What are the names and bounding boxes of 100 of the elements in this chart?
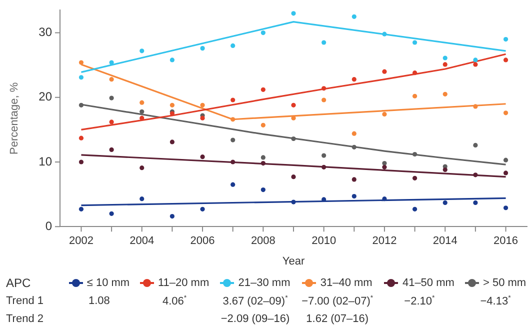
point — [109, 211, 114, 216]
text: −2.10$^{*}$ — [403, 294, 436, 310]
point — [200, 116, 205, 120]
point — [473, 104, 478, 109]
text: Trend 2 — [5, 312, 45, 327]
point — [140, 100, 144, 105]
point — [260, 30, 266, 36]
point — [260, 160, 266, 166]
point — [442, 62, 448, 67]
x-tick-label: 2006 — [190, 235, 215, 248]
point — [382, 164, 387, 170]
x-tick-label: 2014 — [432, 235, 458, 248]
point — [442, 167, 448, 172]
point — [291, 174, 296, 180]
point — [170, 214, 174, 219]
point — [503, 158, 508, 162]
point — [473, 200, 478, 205]
point — [230, 182, 236, 187]
point — [352, 144, 356, 150]
point — [109, 120, 114, 124]
point — [109, 96, 114, 100]
point — [140, 109, 144, 114]
point — [291, 200, 296, 204]
point — [109, 77, 114, 82]
point — [140, 196, 144, 202]
point — [473, 58, 478, 62]
point — [230, 160, 236, 164]
point — [200, 154, 205, 160]
text: −4.13$^{*}$ — [479, 294, 512, 310]
x-tick-label: 2016 — [494, 235, 518, 248]
point — [412, 70, 418, 76]
x-tick-label: 2010 — [312, 235, 336, 248]
point — [140, 166, 144, 170]
point — [322, 86, 326, 91]
point — [322, 153, 326, 158]
point — [473, 142, 478, 148]
point — [291, 11, 296, 16]
point — [260, 187, 266, 192]
point — [291, 102, 296, 108]
x-tick-label: 2004 — [130, 235, 154, 248]
point — [352, 194, 356, 199]
point — [473, 172, 478, 178]
text: 4.06$^{*}$ — [161, 294, 188, 310]
point — [140, 48, 144, 54]
legend-title: APC — [5, 275, 32, 292]
point — [412, 40, 418, 45]
legend-label: 31–40 mm — [320, 277, 372, 289]
point — [322, 98, 326, 102]
point — [412, 94, 418, 98]
y-tick-label: 10 — [38, 154, 52, 168]
point — [322, 164, 326, 170]
point — [200, 46, 205, 51]
point — [503, 170, 508, 176]
point — [322, 40, 326, 45]
x-axis-title: Year — [282, 255, 305, 268]
point — [230, 98, 236, 102]
point — [200, 206, 205, 212]
point — [260, 122, 266, 128]
point — [78, 60, 84, 65]
point — [382, 32, 387, 36]
text: Trend 1 — [5, 294, 45, 309]
point — [109, 147, 114, 152]
point — [503, 206, 508, 210]
point — [170, 58, 174, 62]
point — [230, 117, 236, 122]
text: −7.00 (02–07)$^{*}$ — [300, 294, 374, 310]
point — [140, 116, 144, 120]
point — [78, 160, 84, 164]
point — [473, 62, 478, 67]
y-tick-label: 0 — [45, 218, 52, 233]
point — [352, 14, 356, 19]
point — [503, 58, 508, 62]
legend-label: 41–50 mm — [402, 277, 454, 289]
point — [412, 206, 418, 212]
legend-label: ≤ 10 mm — [86, 277, 130, 289]
point — [412, 176, 418, 180]
point — [382, 196, 387, 202]
text: 1.62 (07–16) — [305, 312, 370, 327]
point — [170, 102, 174, 108]
point — [78, 75, 84, 80]
point — [230, 138, 236, 142]
point — [109, 60, 114, 65]
point — [352, 131, 356, 136]
text: 1.08 — [88, 294, 111, 309]
point — [503, 36, 508, 42]
y-axis-title: Percentage, % — [8, 82, 21, 154]
point — [170, 140, 174, 144]
point — [503, 110, 508, 116]
y-tick-label: 30 — [38, 25, 52, 40]
point — [442, 92, 448, 96]
point — [352, 77, 356, 82]
point — [442, 56, 448, 60]
point — [352, 177, 356, 182]
x-tick-label: 2012 — [372, 235, 397, 248]
point — [200, 102, 205, 108]
point — [78, 136, 84, 140]
point — [78, 102, 84, 108]
legend-label: 11–20 mm — [158, 277, 210, 289]
point — [230, 43, 236, 48]
point — [78, 206, 84, 212]
